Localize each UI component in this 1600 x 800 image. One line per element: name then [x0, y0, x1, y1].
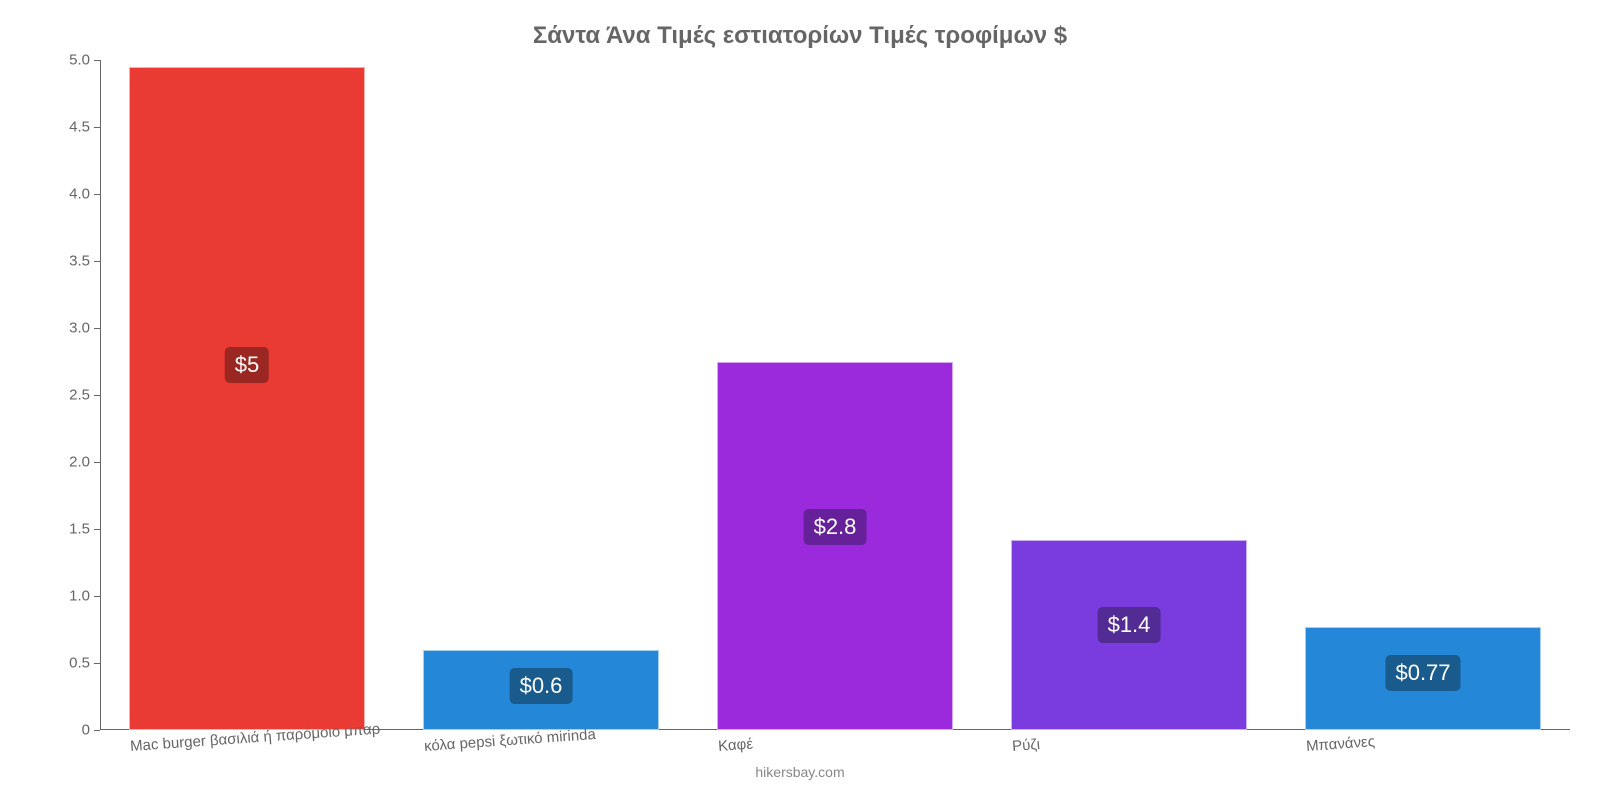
bar	[129, 67, 364, 730]
y-axis-line	[100, 60, 101, 730]
xtick-label: Ρύζι	[1011, 728, 1041, 755]
bar-value-label: $1.4	[1098, 607, 1161, 643]
bar	[717, 362, 952, 731]
ytick-label: 1.5	[69, 521, 100, 538]
ytick-label: 2.0	[69, 454, 100, 471]
ytick-label: 5.0	[69, 52, 100, 69]
xtick-label: Καφέ	[717, 728, 754, 755]
bar-value-label: $0.77	[1385, 655, 1460, 691]
ytick-label: 0.5	[69, 655, 100, 672]
ytick-label: 3.0	[69, 320, 100, 337]
ytick-label: 4.5	[69, 119, 100, 136]
bar-value-label: $0.6	[510, 668, 573, 704]
plot-area: 00.51.01.52.02.53.03.54.04.55.0$5Mac bur…	[100, 60, 1570, 730]
chart-container: Σάντα Άνα Τιμές εστιατορίων Τιμές τροφίμ…	[0, 0, 1600, 800]
ytick-label: 2.5	[69, 387, 100, 404]
ytick-label: 1.0	[69, 588, 100, 605]
ytick-label: 4.0	[69, 186, 100, 203]
chart-title: Σάντα Άνα Τιμές εστιατορίων Τιμές τροφίμ…	[0, 22, 1600, 50]
chart-footer: hikersbay.com	[0, 764, 1600, 780]
bar-value-label: $2.8	[804, 509, 867, 545]
ytick-label: 3.5	[69, 253, 100, 270]
bar-value-label: $5	[225, 347, 269, 383]
xtick-label: Μπανάνες	[1305, 725, 1375, 755]
ytick-label: 0	[82, 722, 100, 739]
